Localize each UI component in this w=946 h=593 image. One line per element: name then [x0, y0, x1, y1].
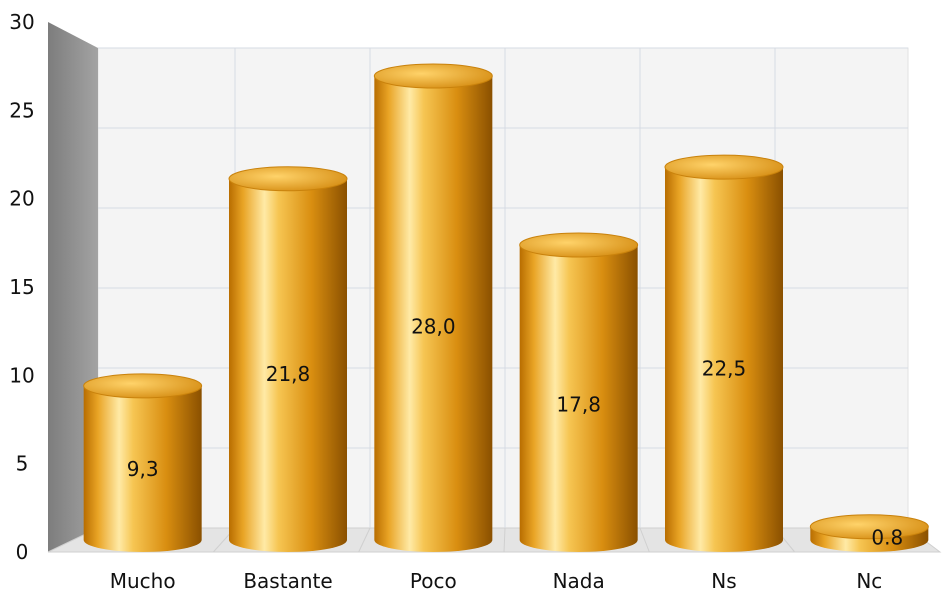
bar-top: [664, 154, 784, 180]
bar-top: [83, 373, 203, 399]
data-label: 17,8: [556, 392, 601, 416]
floor-divider: [503, 527, 506, 553]
floor-divider: [358, 527, 371, 553]
y-tick-label: 20: [9, 187, 34, 211]
data-label: 9,3: [127, 457, 159, 481]
x-tick-label: Ns: [711, 569, 736, 593]
floor-divider: [639, 527, 650, 553]
x-axis: Mucho Bastante Poco Nada Ns Nc: [110, 569, 883, 593]
data-label: 0.8: [871, 526, 903, 550]
bar-top: [228, 166, 348, 192]
bar-top: [519, 232, 639, 258]
bars: 9,3 21,8 28,0 17,8 22,5 0.8: [83, 63, 929, 552]
bar-body: [374, 76, 493, 552]
bar-body: [83, 385, 202, 552]
data-label: 28,0: [411, 315, 456, 339]
bar-body: [665, 167, 783, 552]
y-tick-label: 5: [16, 452, 29, 476]
bar-ns: 22,5: [664, 154, 784, 552]
data-label: 22,5: [702, 356, 747, 380]
bar-nc: 0.8: [809, 514, 929, 552]
x-tick-label: Mucho: [110, 569, 176, 593]
data-label: 21,8: [266, 362, 311, 386]
y-tick-label: 30: [9, 10, 34, 34]
bar-bastante: 21,8: [228, 166, 348, 552]
bar-body: [519, 245, 638, 552]
y-tick-label: 15: [9, 275, 34, 299]
y-tick-label: 25: [9, 98, 34, 122]
bar-body: [229, 178, 347, 552]
bar-mucho: 9,3: [83, 373, 203, 552]
y-axis: 0 5 10 15 20 25 30: [9, 10, 34, 564]
x-tick-label: Nada: [553, 569, 605, 593]
y-tick-label: 0: [16, 540, 29, 564]
x-tick-label: Poco: [410, 569, 457, 593]
bar-top: [373, 63, 493, 89]
x-tick-label: Nc: [856, 569, 882, 593]
bar-nada: 17,8: [519, 232, 639, 552]
x-tick-label: Bastante: [243, 569, 332, 593]
bar-poco: 28,0: [373, 63, 493, 552]
bar-top: [809, 514, 929, 540]
y-tick-label: 10: [9, 363, 34, 387]
